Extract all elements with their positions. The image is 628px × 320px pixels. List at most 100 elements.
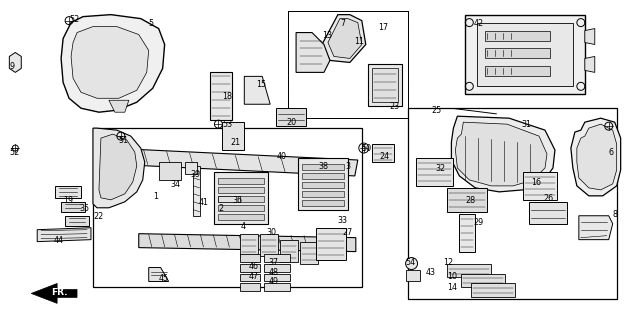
Polygon shape	[99, 134, 137, 200]
Bar	[219, 196, 264, 202]
Text: 3: 3	[346, 162, 351, 171]
Text: 24: 24	[380, 152, 390, 161]
Polygon shape	[241, 284, 260, 292]
Polygon shape	[316, 228, 346, 260]
Polygon shape	[416, 158, 453, 186]
Polygon shape	[447, 188, 487, 212]
Bar	[408, 108, 617, 300]
Polygon shape	[585, 56, 595, 72]
Text: 41: 41	[198, 198, 208, 207]
Text: 13: 13	[322, 31, 332, 40]
Text: 14: 14	[447, 284, 457, 292]
Polygon shape	[37, 228, 91, 242]
Text: 34: 34	[171, 180, 181, 189]
Polygon shape	[452, 116, 555, 192]
Polygon shape	[210, 72, 232, 120]
Bar	[219, 214, 264, 220]
Text: 16: 16	[531, 178, 541, 187]
Text: 42: 42	[474, 19, 484, 28]
Text: 48: 48	[268, 268, 278, 276]
Text: 50: 50	[362, 144, 372, 153]
Text: 46: 46	[248, 261, 258, 270]
Polygon shape	[264, 264, 290, 271]
Bar	[288, 11, 408, 118]
Polygon shape	[219, 196, 241, 202]
Text: 15: 15	[256, 80, 266, 89]
Polygon shape	[109, 148, 358, 176]
Polygon shape	[459, 214, 475, 252]
Text: 11: 11	[354, 36, 364, 45]
Text: 43: 43	[426, 268, 435, 276]
Bar	[219, 205, 264, 211]
Text: 6: 6	[609, 148, 614, 157]
Bar	[302, 191, 344, 197]
Text: 27: 27	[342, 228, 352, 237]
Polygon shape	[71, 27, 149, 98]
Text: 10: 10	[447, 271, 457, 281]
Text: 7: 7	[340, 19, 345, 28]
Text: 28: 28	[465, 196, 475, 205]
Polygon shape	[31, 284, 77, 303]
Polygon shape	[368, 64, 402, 106]
Polygon shape	[241, 274, 260, 282]
Text: 21: 21	[230, 138, 241, 147]
Polygon shape	[264, 274, 290, 282]
Polygon shape	[462, 274, 505, 287]
Text: 33: 33	[338, 216, 348, 225]
Polygon shape	[185, 162, 197, 174]
Text: 1: 1	[153, 192, 158, 201]
Polygon shape	[264, 284, 290, 292]
Text: 47: 47	[248, 271, 258, 281]
Polygon shape	[222, 122, 244, 150]
Bar	[93, 128, 362, 287]
Text: 52: 52	[9, 148, 19, 157]
Polygon shape	[149, 268, 169, 282]
Polygon shape	[577, 124, 617, 190]
Text: 36: 36	[232, 196, 242, 205]
Polygon shape	[406, 269, 420, 282]
Bar	[302, 200, 344, 206]
Text: 23: 23	[389, 102, 400, 111]
Polygon shape	[260, 234, 278, 256]
Text: 51: 51	[119, 136, 129, 145]
Polygon shape	[328, 19, 362, 59]
Bar	[219, 187, 264, 193]
Polygon shape	[322, 15, 365, 62]
Polygon shape	[241, 234, 258, 256]
Text: 40: 40	[276, 152, 286, 161]
Polygon shape	[214, 172, 268, 224]
Bar	[485, 67, 550, 76]
Polygon shape	[9, 52, 21, 72]
Polygon shape	[241, 253, 260, 261]
Text: 45: 45	[159, 274, 169, 283]
Text: 20: 20	[286, 118, 296, 127]
Polygon shape	[244, 76, 270, 104]
Text: 29: 29	[474, 218, 484, 227]
Polygon shape	[159, 162, 181, 180]
Text: 9: 9	[9, 62, 14, 71]
Polygon shape	[139, 234, 356, 252]
Polygon shape	[585, 28, 595, 44]
Polygon shape	[264, 253, 290, 261]
Text: 44: 44	[53, 236, 63, 245]
Bar	[302, 182, 344, 188]
Polygon shape	[523, 172, 557, 200]
Polygon shape	[455, 122, 547, 186]
Bar	[477, 23, 573, 86]
Polygon shape	[571, 118, 620, 196]
Circle shape	[406, 258, 418, 269]
Polygon shape	[276, 108, 306, 126]
Polygon shape	[472, 284, 515, 297]
Bar	[302, 164, 344, 170]
Polygon shape	[372, 68, 398, 102]
Bar	[485, 31, 550, 41]
Polygon shape	[300, 242, 318, 264]
Polygon shape	[55, 186, 81, 198]
Text: 38: 38	[318, 162, 328, 171]
Polygon shape	[65, 216, 89, 226]
Text: 30: 30	[266, 228, 276, 237]
Text: 17: 17	[377, 23, 388, 32]
Text: 53: 53	[222, 120, 232, 129]
Text: 5: 5	[149, 19, 154, 28]
Polygon shape	[298, 158, 348, 210]
